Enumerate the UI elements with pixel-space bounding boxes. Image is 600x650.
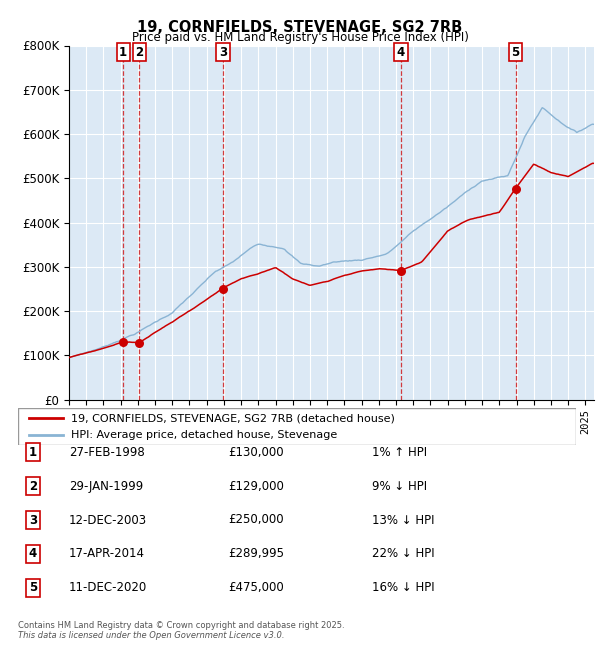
Text: 13% ↓ HPI: 13% ↓ HPI xyxy=(372,514,434,526)
Text: 1: 1 xyxy=(119,46,127,58)
Text: 27-FEB-1998: 27-FEB-1998 xyxy=(69,446,145,459)
Text: £250,000: £250,000 xyxy=(228,514,284,526)
FancyBboxPatch shape xyxy=(18,408,576,445)
Text: 2: 2 xyxy=(29,480,37,493)
Text: 5: 5 xyxy=(29,581,37,594)
Text: This data is licensed under the Open Government Licence v3.0.: This data is licensed under the Open Gov… xyxy=(18,630,284,640)
Text: Contains HM Land Registry data © Crown copyright and database right 2025.: Contains HM Land Registry data © Crown c… xyxy=(18,621,344,630)
Text: 5: 5 xyxy=(512,46,520,58)
Text: 3: 3 xyxy=(219,46,227,58)
Text: 9% ↓ HPI: 9% ↓ HPI xyxy=(372,480,427,493)
Text: 16% ↓ HPI: 16% ↓ HPI xyxy=(372,581,434,594)
Text: 29-JAN-1999: 29-JAN-1999 xyxy=(69,480,143,493)
Text: 2: 2 xyxy=(135,46,143,58)
Text: 4: 4 xyxy=(397,46,405,58)
Text: 19, CORNFIELDS, STEVENAGE, SG2 7RB (detached house): 19, CORNFIELDS, STEVENAGE, SG2 7RB (deta… xyxy=(71,413,395,423)
Text: £130,000: £130,000 xyxy=(228,446,284,459)
Text: 11-DEC-2020: 11-DEC-2020 xyxy=(69,581,147,594)
Text: 22% ↓ HPI: 22% ↓ HPI xyxy=(372,547,434,560)
Text: 4: 4 xyxy=(29,547,37,560)
Text: 19, CORNFIELDS, STEVENAGE, SG2 7RB: 19, CORNFIELDS, STEVENAGE, SG2 7RB xyxy=(137,20,463,35)
Text: 17-APR-2014: 17-APR-2014 xyxy=(69,547,145,560)
Text: £289,995: £289,995 xyxy=(228,547,284,560)
Text: £129,000: £129,000 xyxy=(228,480,284,493)
Text: HPI: Average price, detached house, Stevenage: HPI: Average price, detached house, Stev… xyxy=(71,430,337,439)
Text: 1: 1 xyxy=(29,446,37,459)
Text: £475,000: £475,000 xyxy=(228,581,284,594)
Text: 1% ↑ HPI: 1% ↑ HPI xyxy=(372,446,427,459)
Text: 3: 3 xyxy=(29,514,37,526)
Text: Price paid vs. HM Land Registry's House Price Index (HPI): Price paid vs. HM Land Registry's House … xyxy=(131,31,469,44)
Text: 12-DEC-2003: 12-DEC-2003 xyxy=(69,514,147,526)
